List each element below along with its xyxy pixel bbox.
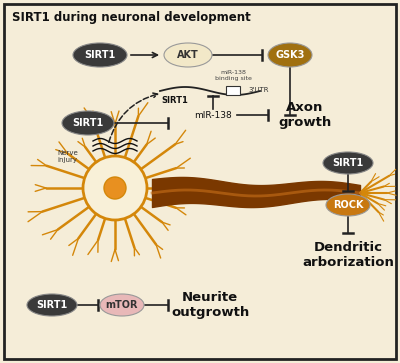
Circle shape xyxy=(83,156,147,220)
Ellipse shape xyxy=(62,111,114,135)
Ellipse shape xyxy=(27,294,77,316)
FancyBboxPatch shape xyxy=(4,4,396,359)
Circle shape xyxy=(104,177,126,199)
Ellipse shape xyxy=(100,294,144,316)
Text: Dendritic
arborization: Dendritic arborization xyxy=(302,241,394,269)
Text: SIRT1: SIRT1 xyxy=(162,96,188,105)
Text: SIRT1 during neuronal development: SIRT1 during neuronal development xyxy=(12,11,251,24)
Text: 3'UTR: 3'UTR xyxy=(248,87,268,93)
Text: AKT: AKT xyxy=(177,50,199,60)
Text: SIRT1: SIRT1 xyxy=(72,118,104,128)
Text: SIRT1: SIRT1 xyxy=(84,50,116,60)
Text: Nerve
injury: Nerve injury xyxy=(57,150,78,163)
Ellipse shape xyxy=(326,194,370,216)
Text: miR-138
binding site: miR-138 binding site xyxy=(214,70,252,81)
Ellipse shape xyxy=(268,43,312,67)
Text: GSK3: GSK3 xyxy=(275,50,305,60)
Text: SIRT1: SIRT1 xyxy=(332,158,364,168)
Text: ROCK: ROCK xyxy=(333,200,363,210)
Ellipse shape xyxy=(73,43,127,67)
FancyBboxPatch shape xyxy=(226,86,240,95)
Text: Neurite
outgrowth: Neurite outgrowth xyxy=(171,291,249,319)
Text: mIR-138: mIR-138 xyxy=(194,110,232,119)
Text: SIRT1: SIRT1 xyxy=(36,300,68,310)
Ellipse shape xyxy=(323,152,373,174)
Text: mTOR: mTOR xyxy=(106,300,138,310)
Ellipse shape xyxy=(164,43,212,67)
Text: Axon
growth: Axon growth xyxy=(278,101,332,129)
